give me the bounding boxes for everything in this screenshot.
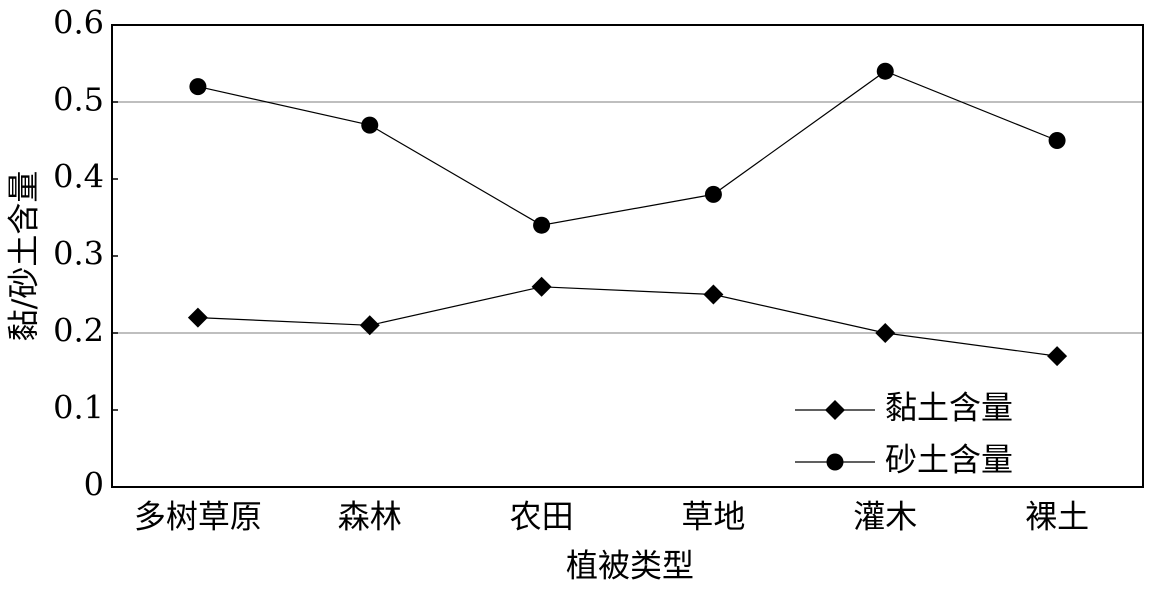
x-tick-label: 灌木 (853, 498, 917, 536)
data-point (361, 116, 379, 134)
series-line (197, 70, 1058, 226)
data-point (875, 323, 896, 343)
data-point (703, 284, 724, 305)
series-line (197, 286, 1058, 357)
x-tick-label: 多树草原 (134, 498, 262, 536)
y-tick-label: 0.4 (53, 158, 104, 196)
legend-marker (826, 453, 844, 471)
data-point (1047, 346, 1068, 367)
y-tick-label: 0.5 (53, 81, 104, 119)
legend-label: 黏土含量 (885, 389, 1013, 427)
x-axis-label: 植被类型 (566, 547, 694, 585)
x-tick-label: 裸土 (1025, 498, 1089, 536)
data-point (189, 78, 207, 96)
data-point (876, 62, 894, 80)
y-tick-label: 0.3 (53, 235, 104, 273)
y-tick-label: 0.1 (53, 389, 104, 427)
y-axis-label: 黏/砂土含量 (5, 171, 43, 342)
legend-label: 砂土含量 (885, 441, 1013, 479)
x-tick-label: 草地 (681, 498, 745, 536)
y-tick-label: 0.2 (53, 312, 104, 350)
y-tick-label: 0.6 (53, 4, 104, 42)
data-point (187, 307, 208, 328)
legend-marker (825, 400, 845, 420)
data-point (533, 216, 551, 234)
data-point (704, 185, 722, 203)
data-point (359, 315, 380, 336)
data-point (1048, 132, 1066, 149)
x-tick-label: 森林 (338, 498, 402, 536)
data-point (531, 276, 552, 297)
y-tick-label: 0 (84, 466, 104, 504)
x-tick-label: 农田 (510, 498, 574, 536)
